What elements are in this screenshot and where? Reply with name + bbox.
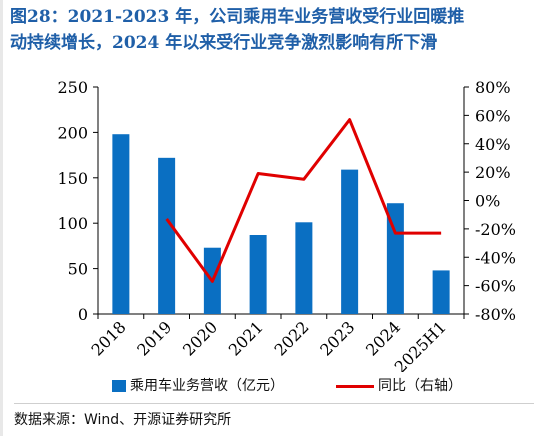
x-tick-label: 2025H1 [391, 317, 450, 372]
revenue-bar [432, 270, 450, 314]
x-tick-label: 2023 [316, 317, 358, 359]
right-y-tick-label: 0% [475, 192, 500, 211]
legend-item-yoy: 同比（右轴） [378, 378, 462, 394]
x-tick-label: 2024 [362, 317, 404, 359]
x-tick-label: 2020 [179, 317, 221, 359]
revenue-bar [295, 222, 313, 314]
figure-title-line2: 动持续增长，2024 年以来受行业竞争激烈影响有所下滑 [10, 33, 438, 53]
chart-area: 0 50 100 150 200 250 -80% -60% -40% -20% 0% 20% 40% 6… [57, 78, 516, 372]
x-tick-label: 2021 [225, 317, 267, 359]
left-y-tick-label: 50 [68, 260, 88, 279]
left-y-tick-label: 250 [57, 78, 88, 97]
right-y-tick-label: 40% [475, 135, 511, 154]
right-y-tick-label: 60% [475, 106, 511, 125]
x-tick-label: 2022 [270, 317, 312, 359]
page-edge-strip [0, 0, 3, 436]
x-tick-label: 2018 [87, 317, 129, 359]
chart-legend: 乘用车业务营收（亿元） 同比（右轴） [0, 372, 546, 398]
revenue-bar [112, 134, 130, 314]
right-y-tick-label: 80% [475, 78, 511, 97]
left-y-tick-label: 0 [78, 305, 88, 324]
data-source-note: 数据来源：Wind、开源证券研究所 [14, 412, 232, 428]
right-y-tick-label: -20% [475, 220, 516, 239]
revenue-bar [341, 169, 359, 314]
right-y-tick-label: -40% [475, 248, 516, 267]
left-y-tick-label: 100 [57, 214, 88, 233]
figure-title-line1: 图28：2021-2023 年，公司乘用车业务营收受行业回暖推 [10, 7, 465, 27]
right-y-tick-label: -80% [475, 305, 516, 324]
revenue-bar [249, 235, 267, 314]
source-separator [14, 403, 534, 404]
right-y-tick-label: 20% [475, 163, 511, 182]
x-tick-label: 2019 [133, 317, 175, 359]
left-y-tick-label: 150 [57, 169, 88, 188]
left-y-tick-label: 200 [57, 123, 88, 142]
legend-item-revenue: 乘用车业务营收（亿元） [130, 378, 284, 394]
legend-bar-swatch [112, 380, 126, 392]
revenue-bar [158, 157, 176, 314]
legend-line-swatch [336, 385, 374, 388]
figure-title: 图28：2021-2023 年，公司乘用车业务营收受行业回暖推 动持续增长，20… [10, 4, 544, 56]
revenue-bar [386, 203, 404, 314]
right-y-tick-label: -60% [475, 277, 516, 296]
